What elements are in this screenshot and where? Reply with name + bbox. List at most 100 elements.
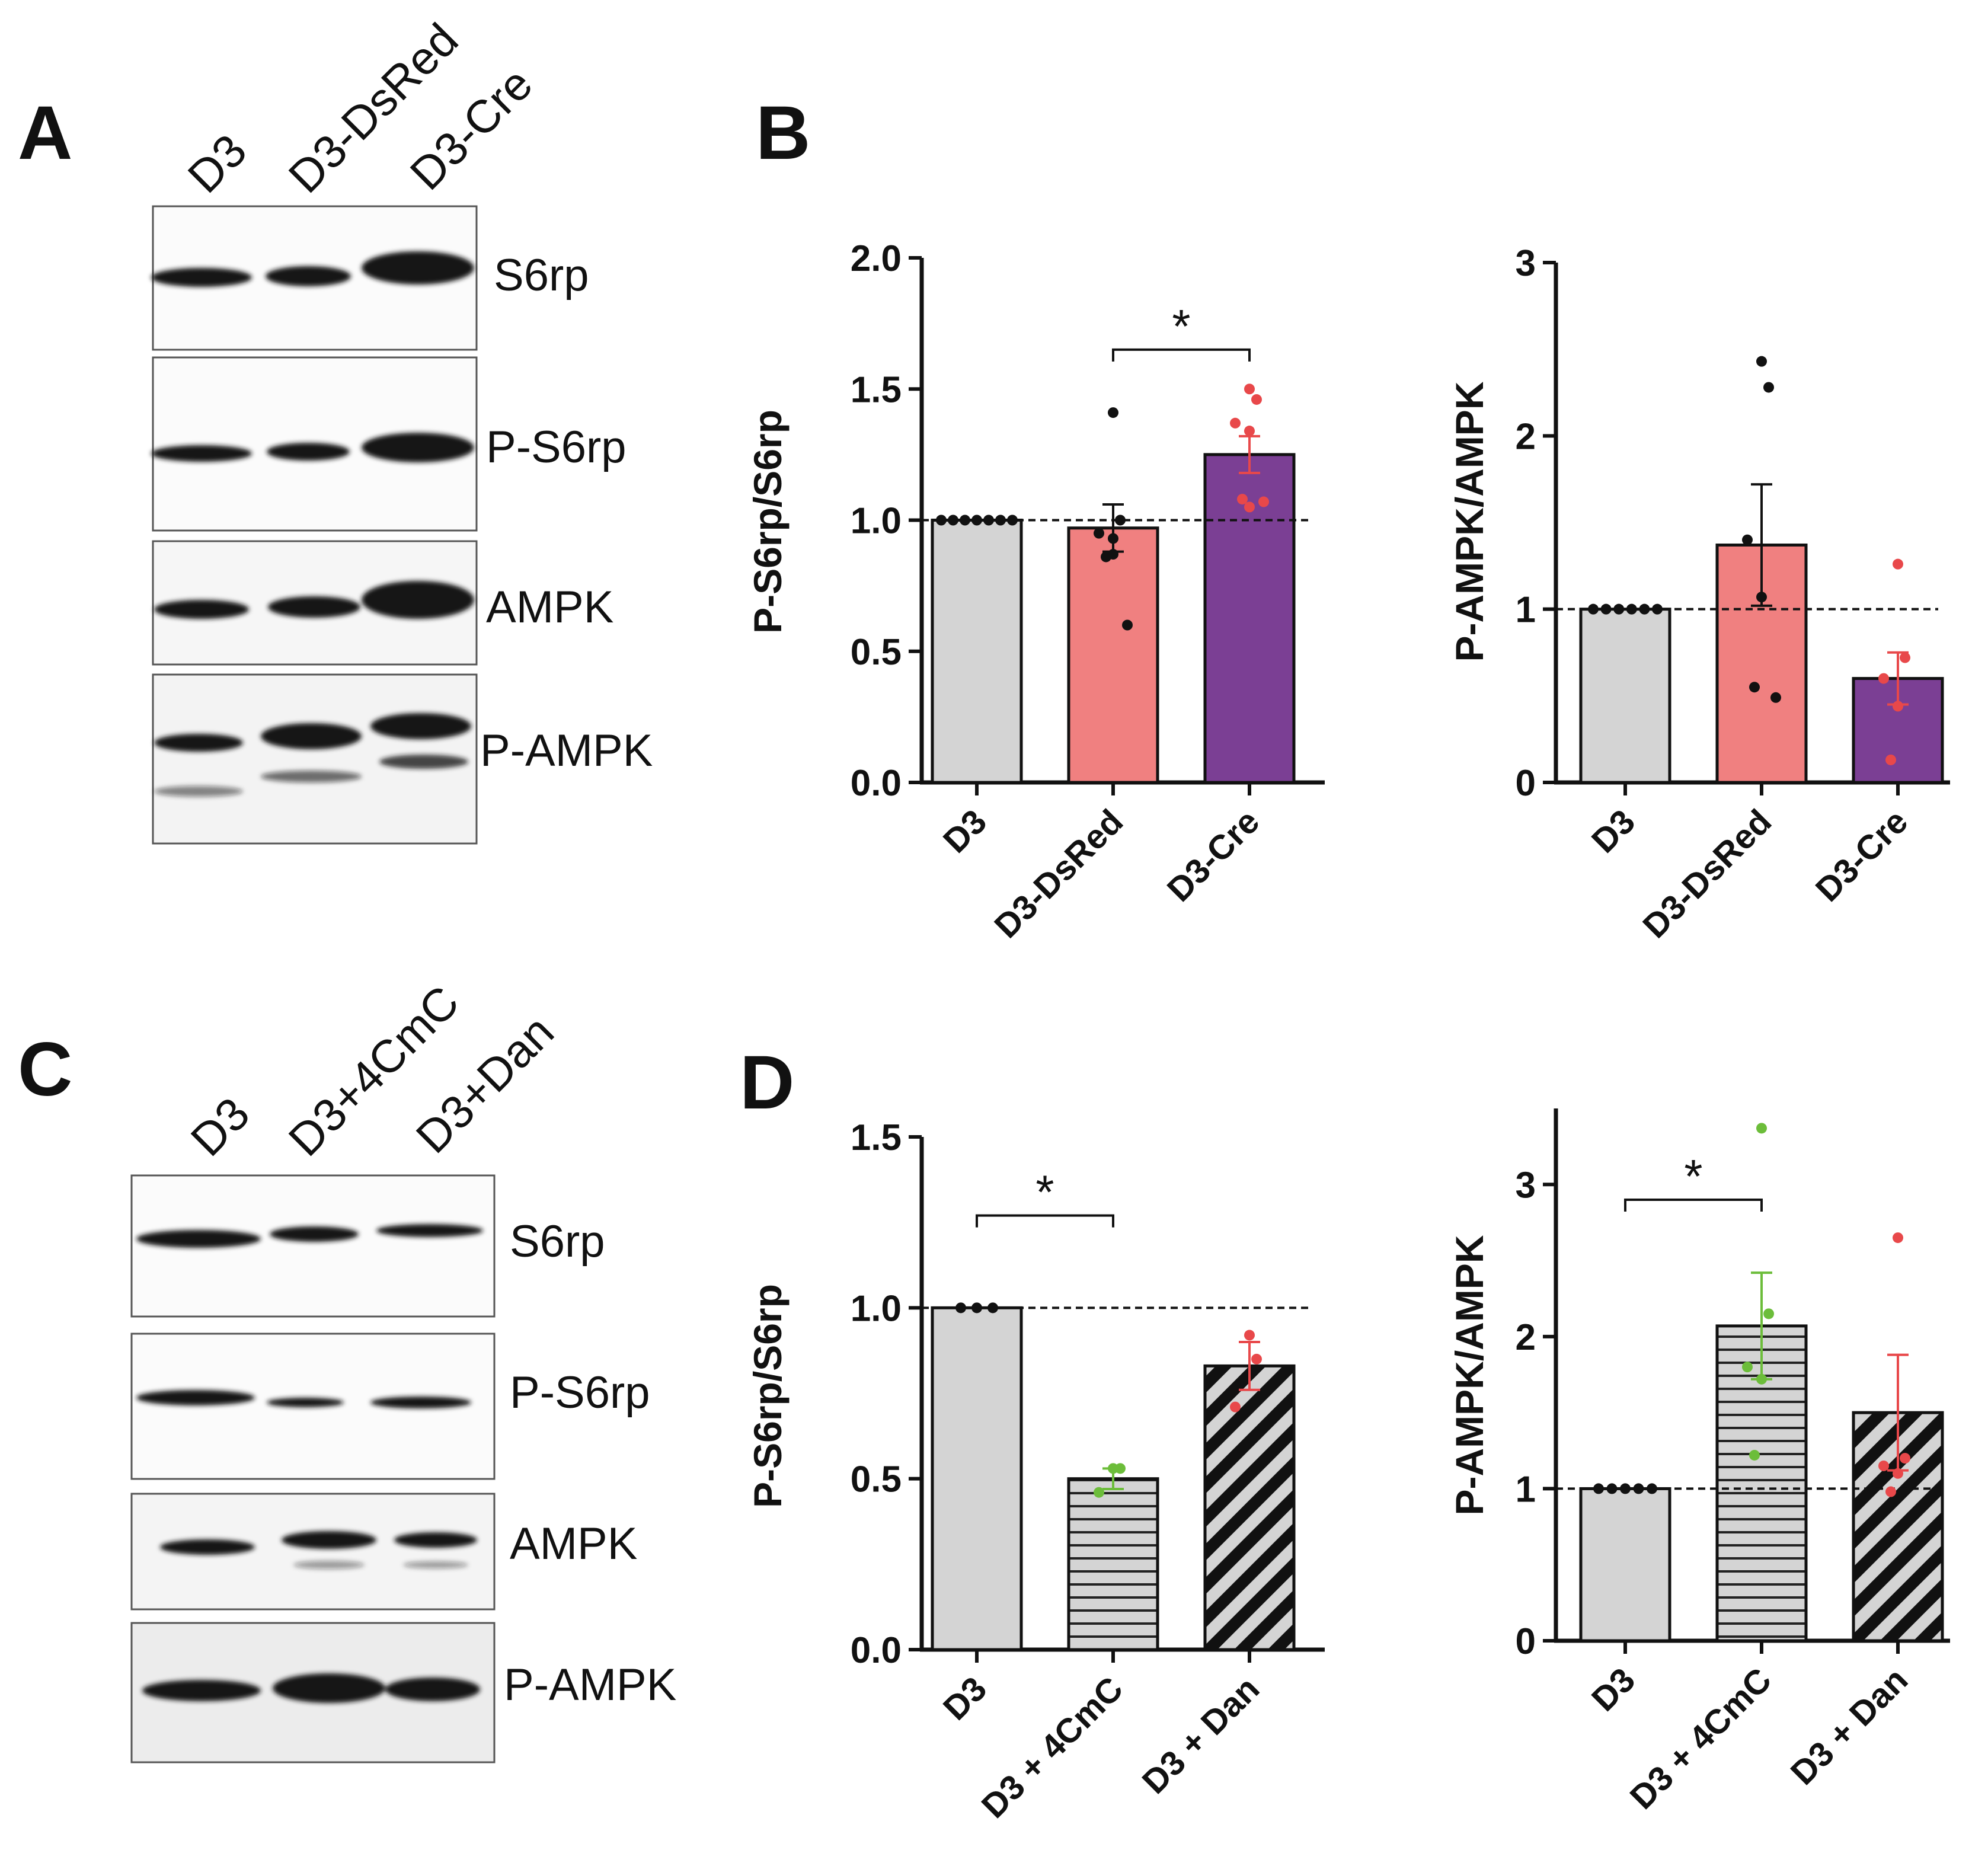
bar-d3	[931, 1306, 1023, 1651]
data-point	[1101, 551, 1111, 563]
data-point	[1639, 603, 1650, 615]
data-point	[1007, 515, 1018, 526]
data-point	[1251, 1353, 1262, 1365]
data-point	[1756, 592, 1767, 603]
data-point	[955, 1302, 966, 1314]
band-label-a-ampk: AMPK	[486, 582, 613, 632]
y-tick-label: 3	[1516, 1165, 1536, 1206]
y-tick-label: 3	[1516, 243, 1536, 284]
y-axis-label: P-S6rp/S6rp	[746, 410, 790, 634]
significance-marker: *	[1035, 1166, 1054, 1219]
y-axis-label: P-S6rp/S6rp	[746, 1284, 790, 1508]
x-tick-label: D3 + 4CmC	[974, 1669, 1131, 1826]
x-tick-label: D3	[936, 802, 994, 860]
data-point	[948, 515, 958, 526]
data-point	[960, 515, 970, 526]
panel-letter-a: A	[18, 91, 72, 175]
data-point	[1122, 619, 1133, 631]
data-point	[1878, 1460, 1889, 1471]
data-point	[1593, 1483, 1604, 1494]
x-tick-label: D3-DsRed	[987, 802, 1130, 945]
blot-a-p-s6rp	[151, 356, 478, 532]
bar-d3-4cmc	[1067, 1477, 1159, 1651]
y-tick-label: 1.5	[851, 1117, 902, 1158]
data-point	[995, 515, 1006, 526]
x-tick-label: D3 + Dan	[1135, 1669, 1267, 1801]
data-point	[1258, 496, 1269, 507]
x-tick-label: D3 + Dan	[1784, 1660, 1916, 1792]
bar-d3-dsred	[1067, 526, 1159, 784]
lane-label-c-d3: D3	[181, 1087, 260, 1166]
y-tick-label: 1	[1516, 1469, 1536, 1510]
data-point	[1742, 1362, 1753, 1373]
significance-marker: *	[1684, 1150, 1702, 1203]
significance-bracket	[1624, 1198, 1763, 1212]
panel-letter-b: B	[756, 91, 810, 175]
band-label-c-p-ampk: P-AMPK	[504, 1660, 676, 1710]
blot-c-ampk	[130, 1493, 496, 1611]
data-point	[983, 515, 994, 526]
data-point	[1237, 494, 1248, 505]
band-label-a-p-ampk: P-AMPK	[480, 726, 653, 776]
data-point	[1647, 1483, 1657, 1494]
y-axis-label: P-AMPK/AMPK	[1447, 381, 1491, 662]
data-point	[1115, 515, 1126, 526]
data-point	[987, 1302, 998, 1314]
lane-label-d3: D3	[178, 124, 257, 203]
data-point	[1244, 384, 1255, 395]
data-point	[1094, 1487, 1104, 1498]
x-tick-label: D3-Cre	[1160, 802, 1267, 909]
bar-d3	[1579, 608, 1671, 784]
data-point	[1900, 1453, 1910, 1464]
bar-d3-dan	[1203, 1364, 1296, 1651]
band-label-a-s6rp: S6rp	[494, 250, 589, 301]
x-tick-label: D3	[936, 1669, 994, 1727]
y-tick-label: 0	[1516, 1621, 1536, 1662]
band-label-a-p-s6rp: P-S6rp	[486, 422, 627, 472]
bar-d3	[931, 519, 1023, 784]
data-point	[1756, 1373, 1767, 1385]
data-point	[1749, 682, 1760, 693]
data-point	[1652, 603, 1663, 615]
data-point	[1885, 754, 1896, 765]
blot-c-s6rp	[130, 1174, 496, 1318]
data-point	[1108, 533, 1118, 544]
x-tick-label: D3	[1584, 802, 1642, 860]
data-point	[1606, 1483, 1618, 1494]
blot-c-p-ampk	[130, 1622, 496, 1763]
data-point	[1893, 1232, 1903, 1244]
data-point	[1885, 1486, 1896, 1497]
y-tick-label: 0.0	[851, 1630, 902, 1671]
panel-letter-d: D	[740, 1040, 794, 1125]
data-point	[1893, 1468, 1903, 1479]
y-tick-label: 2.0	[851, 238, 902, 279]
data-point	[1613, 603, 1625, 615]
y-axis-label: P-AMPK/AMPK	[1447, 1235, 1491, 1515]
blot-a-p-ampk	[152, 673, 478, 845]
data-point	[1251, 394, 1262, 405]
data-point	[1600, 603, 1612, 615]
data-point	[1094, 528, 1104, 539]
data-point	[1230, 417, 1241, 429]
data-point	[1878, 673, 1889, 684]
significance-bracket	[976, 1214, 1114, 1228]
bar-d3	[1579, 1487, 1671, 1643]
significance-marker: *	[1172, 300, 1190, 353]
data-point	[1244, 1330, 1255, 1341]
data-point	[1620, 1483, 1631, 1494]
x-tick-label: D3	[1584, 1660, 1642, 1718]
significance-bracket	[1112, 348, 1251, 362]
data-point	[971, 515, 982, 526]
data-point	[1749, 1449, 1760, 1461]
data-point	[1893, 701, 1903, 712]
panel-letter-c: C	[18, 1027, 72, 1112]
y-tick-label: 1.0	[851, 501, 902, 542]
data-point	[971, 1302, 982, 1314]
band-label-c-ampk: AMPK	[510, 1519, 637, 1569]
